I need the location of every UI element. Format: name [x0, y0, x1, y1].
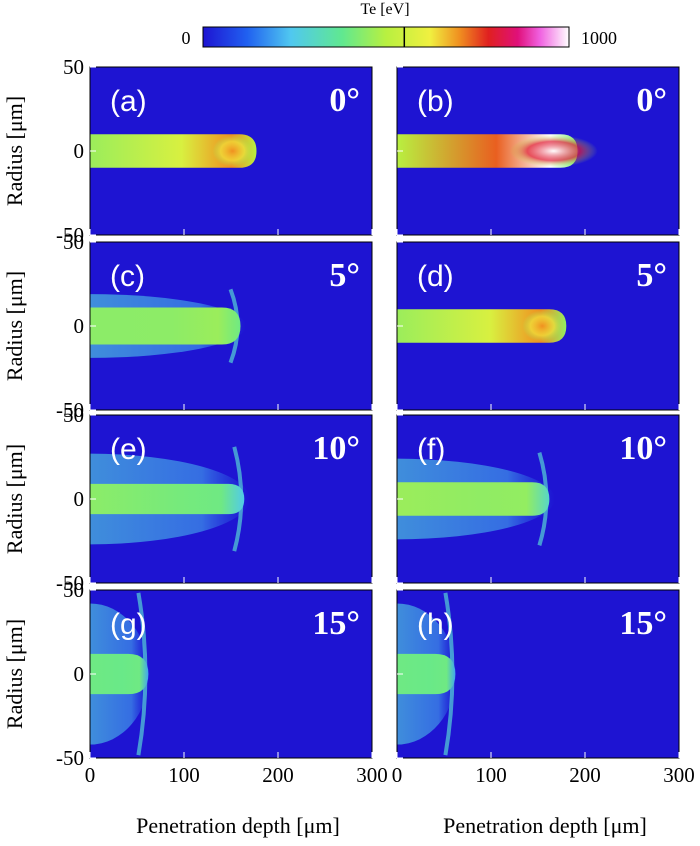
heatmap-field [90, 592, 150, 756]
x-tick-label: 0 [85, 763, 96, 787]
panel-label: (g) [110, 608, 147, 641]
panel-f: (f) 10° [396, 414, 680, 584]
heatmap-field [90, 134, 257, 168]
hot-spot [522, 310, 563, 342]
panel-d: (d) 5° [396, 241, 680, 411]
x-tick-label: 300 [356, 763, 388, 787]
colorbar-max-label: 1000 [581, 28, 617, 48]
jet-core [90, 483, 245, 515]
jet-core [397, 482, 550, 516]
heatmap-field [397, 452, 555, 546]
x-tick-label: 300 [663, 763, 695, 787]
panel-b: (b) 0° [396, 66, 680, 236]
jet-core [90, 653, 149, 695]
y-tick-label: 50 [63, 55, 84, 79]
y-axis-title: Radius [μm] [2, 619, 27, 729]
angle-label: 5° [329, 257, 360, 294]
panel-label: (b) [417, 85, 454, 118]
jet-core [397, 653, 456, 695]
angle-label: 10° [312, 430, 360, 467]
colorbar-title: Te [eV] [360, 1, 409, 18]
angle-label: 0° [329, 82, 360, 119]
panel-c: (c) 5° 50 0 -50 Radius [μm] [2, 230, 373, 422]
y-axis-title: Radius [μm] [2, 444, 27, 554]
heatmap-field [397, 134, 598, 168]
panel-label: (a) [110, 85, 147, 118]
y-tick-label: -50 [56, 746, 84, 770]
panel-a: (a) 0° 50 0 -50 Radius [μm] [2, 55, 373, 247]
x-axis-title-right: Penetration depth [μm] [443, 813, 647, 838]
angle-label: 5° [636, 257, 667, 294]
y-axis-title: Radius [μm] [2, 271, 27, 381]
y-tick-label: -50 [56, 571, 84, 595]
panel-label: (e) [110, 433, 147, 466]
x-tick-label: 0 [392, 763, 403, 787]
panel-label: (c) [110, 260, 145, 293]
jet-core [90, 134, 257, 168]
x-tick-label: 200 [569, 763, 601, 787]
hot-spot [212, 135, 253, 167]
panel-label: (f) [417, 433, 445, 466]
y-tick-label: -50 [56, 223, 84, 247]
jet-core [90, 307, 241, 345]
heatmap-field [90, 446, 250, 552]
colorbar-min-label: 0 [182, 28, 191, 48]
angle-label: 0° [636, 82, 667, 119]
jet-core [397, 309, 567, 343]
hot-spot [509, 135, 598, 167]
y-tick-label: 0 [74, 314, 85, 338]
y-tick-label: 0 [74, 139, 85, 163]
y-tick-label: 50 [63, 403, 84, 427]
heatmap-field [397, 592, 457, 756]
panel-label: (d) [417, 260, 454, 293]
colorbar-gradient [202, 26, 570, 48]
y-tick-label: 0 [74, 662, 85, 686]
y-tick-label: 50 [63, 230, 84, 254]
x-tick-label: 100 [168, 763, 200, 787]
heatmap-field [397, 309, 567, 343]
y-tick-label: 0 [74, 487, 85, 511]
x-axis-titles: Penetration depth [μm] Penetration depth… [136, 813, 647, 838]
x-tick-label: 200 [262, 763, 294, 787]
y-axis-title: Radius [μm] [2, 96, 27, 206]
panel-e: (e) 10° 50 0 -50 Radius [μm] [2, 403, 373, 595]
panel-h: (h) 15° 0 100 200 300 [392, 589, 695, 787]
y-tick-label: -50 [56, 398, 84, 422]
panel-label: (h) [417, 608, 454, 641]
angle-label: 15° [312, 605, 360, 642]
heatmap-field [90, 288, 246, 364]
colorbar: Te [eV] 0 1000 [182, 1, 618, 48]
angle-label: 10° [619, 430, 667, 467]
x-axis-title-left: Penetration depth [μm] [136, 813, 340, 838]
x-tick-label: 100 [475, 763, 507, 787]
angle-label: 15° [619, 605, 667, 642]
y-tick-label: 50 [63, 578, 84, 602]
